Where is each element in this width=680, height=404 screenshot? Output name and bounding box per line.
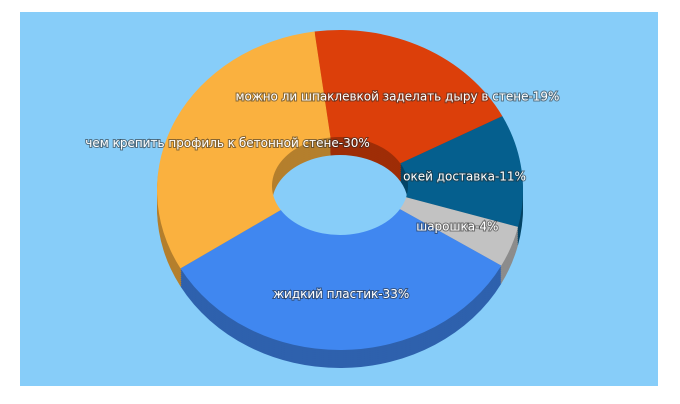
data-label: окей доставка-11% (403, 170, 526, 184)
slice (314, 30, 503, 164)
slice (157, 31, 331, 269)
slice (400, 116, 523, 227)
data-label: шарошка-4% (416, 220, 498, 234)
slice (399, 197, 519, 266)
data-label: можно ли шпаклевкой заделать дыру в стен… (236, 90, 560, 104)
data-label: жидкий пластик-33% (273, 287, 409, 301)
data-label: чем крепить профиль к бетонной стене-30% (85, 136, 370, 150)
slice (180, 209, 502, 351)
